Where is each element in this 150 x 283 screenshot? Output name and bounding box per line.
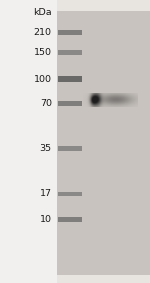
Bar xyxy=(58,100,82,101)
Bar xyxy=(58,82,82,84)
Bar xyxy=(58,76,82,82)
Bar xyxy=(58,35,82,36)
Bar xyxy=(58,191,82,192)
Bar xyxy=(58,55,82,56)
Bar xyxy=(58,101,82,106)
Bar xyxy=(0,0,57,283)
Bar xyxy=(58,196,82,197)
Bar xyxy=(58,192,82,196)
Text: 70: 70 xyxy=(40,99,52,108)
Bar xyxy=(58,29,82,30)
Bar xyxy=(58,82,82,83)
Bar xyxy=(58,222,82,223)
Text: 150: 150 xyxy=(34,48,52,57)
Bar xyxy=(58,106,82,107)
Bar xyxy=(58,216,82,217)
Bar xyxy=(58,196,82,198)
Bar xyxy=(58,146,82,151)
Bar xyxy=(58,49,82,50)
Bar xyxy=(58,100,82,101)
Bar xyxy=(58,217,82,222)
Bar xyxy=(58,30,82,35)
Bar xyxy=(58,151,82,152)
Bar xyxy=(58,29,82,30)
Bar xyxy=(58,50,82,55)
Bar xyxy=(58,190,82,192)
Bar xyxy=(58,35,82,37)
Text: 17: 17 xyxy=(40,189,52,198)
Bar xyxy=(58,216,82,217)
Bar xyxy=(58,145,82,146)
Text: kDa: kDa xyxy=(33,8,52,17)
Bar xyxy=(58,75,82,76)
Bar xyxy=(57,11,150,275)
Text: 210: 210 xyxy=(34,28,52,37)
Text: 35: 35 xyxy=(40,144,52,153)
Text: 10: 10 xyxy=(40,215,52,224)
Text: 100: 100 xyxy=(34,75,52,84)
